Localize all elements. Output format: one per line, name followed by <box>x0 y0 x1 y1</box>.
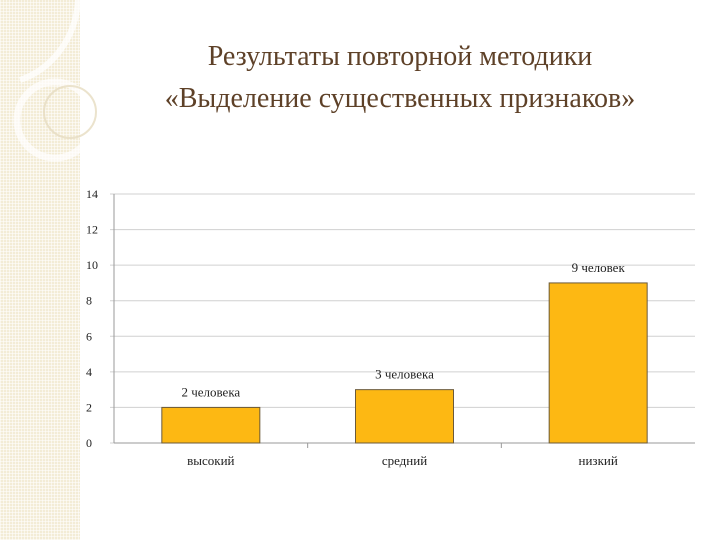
side-pattern <box>0 0 80 540</box>
title-line-2: «Выделение существенных признаков» <box>164 83 636 114</box>
data-label: 2 человека <box>181 384 240 399</box>
title-line-1: Результаты повторной методики <box>207 41 593 72</box>
x-tick-label: средний <box>382 453 427 468</box>
y-tick-label: 14 <box>86 187 98 201</box>
y-tick-label: 2 <box>86 400 92 414</box>
data-label: 9 человек <box>572 260 626 275</box>
bar <box>548 282 648 444</box>
side-decoration <box>13 0 97 162</box>
bar <box>161 406 261 444</box>
bar <box>355 389 454 444</box>
x-tick-label: высокий <box>187 453 234 468</box>
y-tick-label: 12 <box>86 223 98 237</box>
data-label: 3 человека <box>375 367 434 382</box>
x-tick-label: низкий <box>579 453 618 468</box>
slide-title: Результаты повторной методики «Выделение… <box>100 36 700 120</box>
y-tick-label: 0 <box>86 436 92 450</box>
y-tick-label: 6 <box>86 329 92 343</box>
y-tick-label: 10 <box>86 258 98 272</box>
y-tick-label: 8 <box>86 294 92 308</box>
y-tick-label: 4 <box>86 365 92 379</box>
